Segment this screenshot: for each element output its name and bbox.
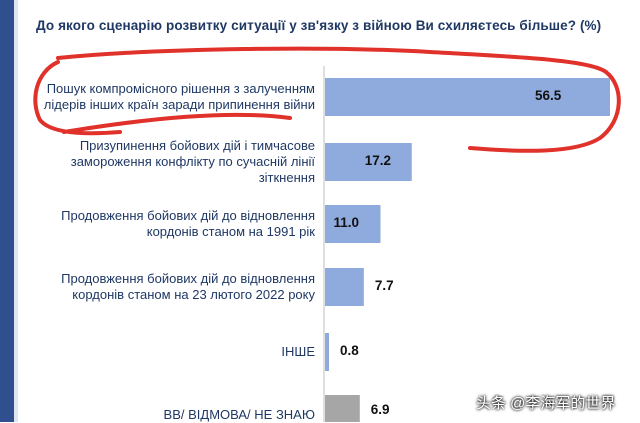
value-label-5: 6.9 bbox=[370, 402, 390, 417]
slide-frame-edge bbox=[14, 0, 18, 422]
bar-2 bbox=[325, 205, 381, 243]
category-label-line: Продовження бойових дій до відновлення bbox=[61, 271, 315, 286]
category-label-line: лідерів інших країн заради припинення ві… bbox=[43, 97, 315, 112]
value-label-4: 0.8 bbox=[340, 343, 359, 358]
category-label-line: ВВ/ ВІДМОВА/ НЕ ЗНАЮ bbox=[163, 407, 315, 422]
slide-frame bbox=[0, 0, 14, 422]
category-label-line: кордонів станом на 1991 рік bbox=[146, 224, 315, 239]
category-label-0: Пошук компромісного рішення з залученням… bbox=[44, 81, 315, 113]
value-label-1: 17.2 bbox=[364, 153, 392, 168]
category-label-line: ІНШЕ bbox=[281, 344, 315, 359]
category-label-line: Продовження бойових дій до відновлення bbox=[61, 208, 315, 223]
value-label-3: 7.7 bbox=[374, 278, 394, 293]
category-label-line: Пошук компромісного рішення з залученням bbox=[46, 81, 315, 96]
watermark: 头条 @李海军的世界 bbox=[476, 395, 616, 412]
bar-5 bbox=[325, 395, 360, 422]
category-label-line: замороження конфлікту по сучасній лінії bbox=[70, 154, 315, 169]
category-label-3: Продовження бойових дій до відновлення ко… bbox=[61, 271, 315, 303]
value-label-2: 11.0 bbox=[333, 215, 360, 230]
bar-0 bbox=[325, 78, 610, 116]
category-label-1: Призупинення бойових дій і тимчасове замо… bbox=[71, 138, 315, 186]
category-label-line: зіткнення bbox=[258, 170, 315, 185]
category-label-5: ВВ/ ВІДМОВА/ НЕ ЗНАЮ bbox=[164, 407, 315, 423]
red-annotation-scribble bbox=[33, 46, 621, 153]
bar-1 bbox=[325, 143, 412, 181]
category-label-4: ІНШЕ bbox=[281, 344, 315, 360]
category-label-2: Продовження бойових дій до відновлення ко… bbox=[61, 208, 315, 240]
bar-4 bbox=[325, 333, 330, 371]
category-label-line: Призупинення бойових дій і тимчасове bbox=[79, 138, 315, 153]
value-label-0: 56.5 bbox=[535, 88, 562, 103]
category-label-line: кордонів станом на 23 лютого 2022 року bbox=[72, 287, 315, 302]
chart-title: До якого сценарію розвитку ситуації у зв… bbox=[36, 18, 602, 33]
bar-3 bbox=[325, 268, 364, 306]
